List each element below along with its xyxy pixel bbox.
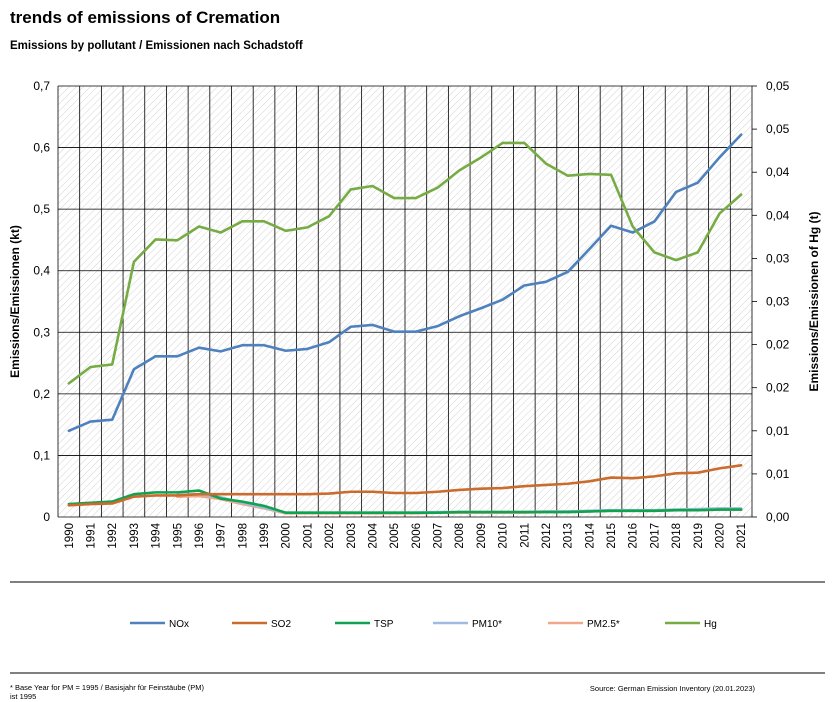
x-tick-label: 1995 [172,523,184,549]
footnote: * Base Year for PM = 1995 / Basisjahr fü… [10,683,205,701]
x-tick-label: 2000 [281,523,293,549]
x-tick-label: 2006 [411,523,423,549]
legend-label-pm10: PM10* [472,619,502,630]
x-tick-label: 1993 [129,523,141,549]
x-tick-label: 2017 [649,523,661,549]
x-tick-label: 1994 [151,522,163,548]
x-tick-label: 1999 [259,523,271,549]
y-tick-label: 0,5 [33,202,50,216]
x-tick-label: 2004 [367,522,379,548]
legend-label-pm2-5: PM2.5* [587,619,620,630]
legend-label-tsp: TSP [374,619,394,630]
x-tick-label: 2002 [324,523,336,549]
x-tick-label: 2021 [736,523,748,549]
x-tick-label: 2010 [498,523,510,549]
y2-tick-label: 0,03 [766,251,790,265]
y2-tick-label: 0,05 [766,79,790,93]
x-tick-label: 2003 [346,523,358,549]
x-tick-label: 2019 [693,523,705,549]
x-tick-label: 2009 [476,523,488,549]
x-tick-label: 1992 [107,523,119,549]
y-tick-label: 0 [43,510,50,524]
series-line-tsp [67,489,743,514]
y2-tick-label: 0,05 [766,122,790,136]
y2-tick-label: 0,03 [766,295,790,309]
x-tick-label: 2001 [302,523,314,549]
x-tick-label: 2018 [671,523,683,549]
y2-tick-label: 0,01 [766,467,790,481]
y2-tick-label: 0,02 [766,381,790,395]
x-tick-label: 1990 [64,523,76,549]
series-line-so2 [67,463,743,507]
y-tick-label: 0,7 [33,79,50,93]
legend-label-hg: Hg [704,619,717,630]
x-tick-label: 2007 [433,523,445,549]
x-tick-label: 2011 [519,523,531,548]
y2-tick-label: 0,04 [766,208,790,222]
source-note: Source: German Emission Inventory (20.01… [589,684,755,693]
chart-title: trends of emissions of Cremation [10,8,281,27]
x-tick-label: 2015 [606,523,618,549]
y2-axis-label: Emissions/Emissionen of Hg (t) [807,211,821,391]
x-tick-label: 1996 [194,523,206,549]
x-tick-label: 2005 [389,523,401,549]
y2-tick-label: 0,04 [766,165,790,179]
x-tick-label: 1997 [216,523,228,549]
x-tick-label: 2020 [714,523,726,549]
y2-tick-label: 0,02 [766,338,790,352]
legend-label-nox: NOx [169,619,189,630]
y-axis-label: Emissions/Emissionen (kt) [8,225,22,378]
y-tick-label: 0,2 [33,387,50,401]
series-line-hg [67,141,743,385]
chart-subtitle: Emissions by pollutant / Emissionen nach… [10,40,303,52]
series-line-nox [67,133,743,433]
legend-label-so2: SO2 [271,619,291,630]
y-tick-label: 0,4 [33,264,50,278]
x-tick-label: 2008 [454,523,466,549]
y-tick-label: 0,6 [33,141,50,155]
x-tick-label: 1991 [86,523,98,549]
x-tick-label: 2016 [628,523,640,549]
x-tick-label: 1998 [237,523,249,549]
y-tick-label: 0,1 [33,448,50,462]
x-tick-label: 2013 [563,523,575,549]
y-tick-label: 0,3 [33,325,50,339]
y2-tick-label: 0,01 [766,424,790,438]
x-tick-label: 2014 [584,522,596,548]
y2-tick-label: 0,00 [766,510,790,524]
x-tick-label: 2012 [541,523,553,549]
